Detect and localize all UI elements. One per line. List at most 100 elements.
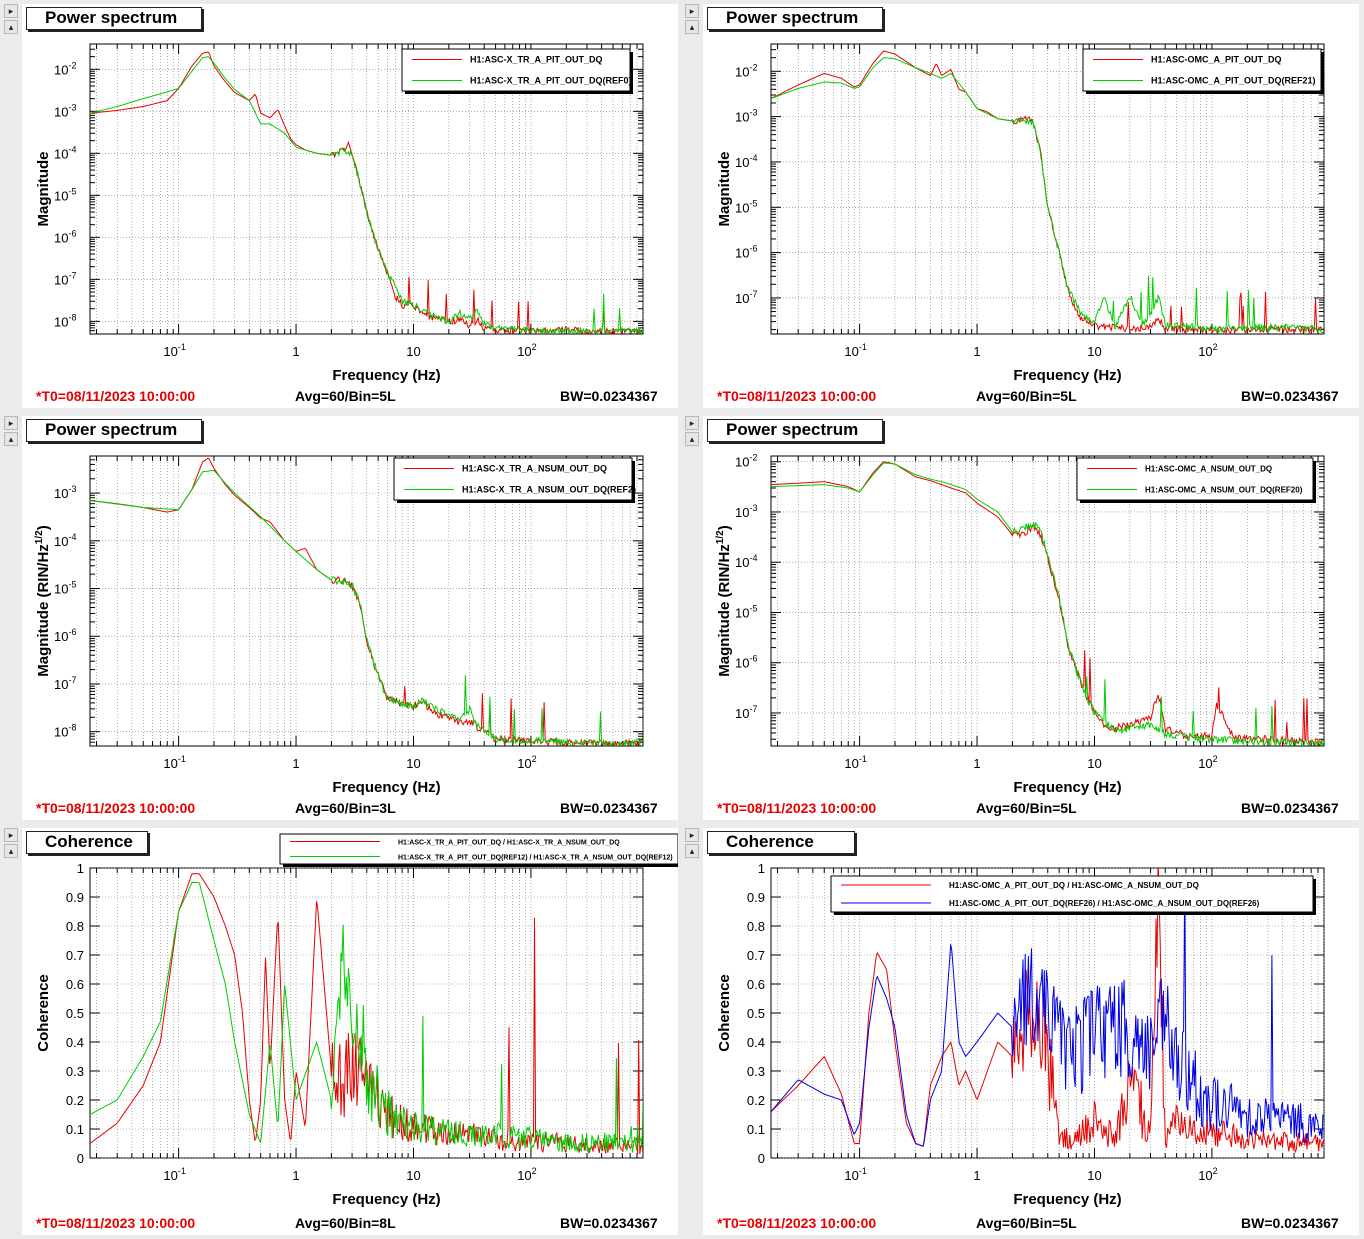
x-tick-label: 1 — [292, 1168, 299, 1183]
y-tick-label: 10-6 — [54, 627, 76, 644]
y-grid — [90, 43, 643, 335]
t0-label: *T0=08/11/2023 10:00:00 — [36, 1215, 196, 1231]
y-tick-label: 0.6 — [66, 977, 84, 992]
series-line-2 — [771, 876, 1324, 1147]
collapse-arrow-icon[interactable]: ▴ — [685, 20, 699, 34]
expand-arrow-icon[interactable]: ▸ — [4, 416, 18, 430]
series-line-2 — [90, 56, 643, 334]
x-tick-label: 10 — [1087, 756, 1101, 771]
y-tick-label: 10-4 — [54, 144, 76, 161]
y-tick-label: 0.4 — [66, 1035, 84, 1050]
chart-svg: 10-1 1 10 102 0 0.1 0.2 0.3 0.4 0.5 0.6 0.7 0.8 0.9 1 F… — [716, 861, 1325, 1208]
y-axis-label: Coherence — [35, 974, 52, 1052]
x-tick-label: 10 — [1087, 344, 1101, 359]
bandwidth-label: BW=0.0234367 — [1241, 388, 1339, 404]
series-line-1 — [90, 873, 643, 1155]
legend: H1:ASC-X_TR_A_PIT_OUT_DQ / H1:ASC-X_TR_A… — [279, 833, 678, 867]
plot-pane-6: Coherence *T0=08/11/2023 10:00:00 Avg=60/B… — [703, 828, 1359, 1235]
plot-pane-3: Power spectrum *T0=08/11/2023 10:00:00 Avg… — [22, 416, 678, 820]
y-tick-label: 10-3 — [54, 484, 76, 501]
legend-entry: H1:ASC-X_TR_A_NSUM_OUT_DQ(REF2) — [462, 485, 636, 495]
y-tick-label: 10-4 — [735, 553, 757, 570]
plot-title: Power spectrum — [707, 7, 883, 30]
expand-arrow-icon[interactable]: ▸ — [685, 416, 699, 430]
legend: H1:ASC-OMC_A_PIT_OUT_DQ / H1:ASC-OMC_A_N… — [830, 875, 1316, 915]
y-grid — [771, 461, 1324, 740]
y-tick-label: 10-2 — [54, 60, 76, 77]
y-tick-label: 0.3 — [66, 1064, 84, 1079]
expand-arrow-icon[interactable]: ▸ — [685, 4, 699, 18]
legend-entry: H1:ASC-X_TR_A_NSUM_OUT_DQ — [462, 464, 607, 474]
expand-arrow-icon[interactable]: ▸ — [4, 828, 18, 842]
avg-label: Avg=60/Bin=5L — [976, 388, 1077, 404]
y-tick-label: 0.7 — [66, 948, 84, 963]
x-tick-label: 102 — [517, 1166, 536, 1183]
legend: H1:ASC-X_TR_A_NSUM_OUT_DQ H1:ASC-X_TR_A_N… — [393, 457, 636, 503]
t0-label: *T0=08/11/2023 10:00:00 — [36, 800, 196, 816]
plot-title: Power spectrum — [707, 419, 883, 442]
y-tick-label: 10-3 — [54, 102, 76, 119]
y-axis-label: Magnitude — [716, 152, 733, 227]
x-tick-label: 1 — [973, 756, 980, 771]
y-tick-label: 0.9 — [747, 890, 765, 905]
x-tick-label: 10 — [1087, 1168, 1101, 1183]
x-axis-label: Frequency (Hz) — [1013, 367, 1121, 384]
legend-entry: H1:ASC-OMC_A_PIT_OUT_DQ(REF21) — [1151, 76, 1316, 86]
expand-arrow-icon[interactable]: ▸ — [4, 4, 18, 18]
chart-svg: 10-1 1 10 102 10-8 10-7 10-6 10-5 10-4 10-3 10-2 Fr… — [35, 43, 644, 384]
avg-label: Avg=60/Bin=5L — [976, 1215, 1077, 1231]
x-tick-label: 10 — [406, 344, 420, 359]
series-line-2 — [771, 462, 1324, 746]
collapse-arrow-icon[interactable]: ▴ — [4, 20, 18, 34]
bandwidth-label: BW=0.0234367 — [560, 800, 658, 816]
plot-pane-4: Power spectrum *T0=08/11/2023 10:00:00 Avg… — [703, 416, 1359, 820]
legend: H1:ASC-OMC_A_NSUM_OUT_DQ H1:ASC-OMC_A_NSU… — [1076, 457, 1316, 503]
y-tick-label: 1 — [758, 861, 765, 876]
x-tick-label: 102 — [1198, 754, 1217, 771]
y-tick-label: 0.8 — [66, 919, 84, 934]
t0-label: *T0=08/11/2023 10:00:00 — [717, 1215, 877, 1231]
legend-entry: H1:ASC-X_TR_A_PIT_OUT_DQ — [470, 55, 603, 65]
y-tick-label: 10-6 — [735, 244, 757, 261]
y-tick-label: 0.4 — [747, 1035, 765, 1050]
t0-label: *T0=08/11/2023 10:00:00 — [717, 800, 877, 816]
y-tick-label: 10-5 — [54, 186, 76, 203]
x-tick-label: 10-1 — [163, 342, 185, 359]
x-tick-label: 102 — [1198, 1166, 1217, 1183]
collapse-arrow-icon[interactable]: ▴ — [685, 844, 699, 858]
avg-label: Avg=60/Bin=5L — [976, 800, 1077, 816]
plot-title: Power spectrum — [26, 7, 202, 30]
y-tick-label: 10-7 — [54, 270, 76, 287]
bandwidth-label: BW=0.0234367 — [560, 388, 658, 404]
t0-label: *T0=08/11/2023 10:00:00 — [717, 388, 877, 404]
x-tick-label: 10-1 — [844, 754, 866, 771]
y-tick-label: 10-8 — [54, 312, 76, 329]
y-tick-label: 10-2 — [735, 62, 757, 79]
bandwidth-label: BW=0.0234367 — [1241, 800, 1339, 816]
collapse-arrow-icon[interactable]: ▴ — [4, 844, 18, 858]
plot-title: Coherence — [26, 831, 148, 854]
y-tick-label: 10-4 — [735, 153, 757, 170]
legend-entry: H1:ASC-OMC_A_PIT_OUT_DQ(REF26) / H1:ASC-… — [949, 899, 1260, 908]
y-tick-label: 10-5 — [735, 603, 757, 620]
y-axis-label: Magnitude (RIN/Hz1/2) — [715, 525, 733, 676]
x-tick-label: 1 — [292, 756, 299, 771]
y-tick-label: 10-7 — [735, 704, 757, 721]
collapse-arrow-icon[interactable]: ▴ — [685, 432, 699, 446]
y-tick-label: 0.7 — [747, 948, 765, 963]
legend-box — [401, 48, 631, 92]
avg-label: Avg=60/Bin=3L — [295, 800, 396, 816]
legend-box — [830, 875, 1314, 913]
collapse-arrow-icon[interactable]: ▴ — [4, 432, 18, 446]
series-line-1 — [771, 868, 1324, 1154]
expand-arrow-icon[interactable]: ▸ — [685, 828, 699, 842]
x-axis-label: Frequency (Hz) — [332, 779, 440, 796]
y-axis-label: Magnitude — [35, 152, 52, 227]
plot-pane-5: Coherence *T0=08/11/2023 10:00:00 Avg=60/B… — [22, 828, 678, 1235]
series-line-2 — [771, 57, 1324, 334]
bandwidth-label: BW=0.0234367 — [560, 1215, 658, 1231]
legend-entry: H1:ASC-OMC_A_NSUM_OUT_DQ(REF20) — [1145, 486, 1303, 495]
x-tick-label: 10 — [406, 756, 420, 771]
t0-label: *T0=08/11/2023 10:00:00 — [36, 388, 196, 404]
y-tick-label: 10-2 — [735, 453, 757, 470]
